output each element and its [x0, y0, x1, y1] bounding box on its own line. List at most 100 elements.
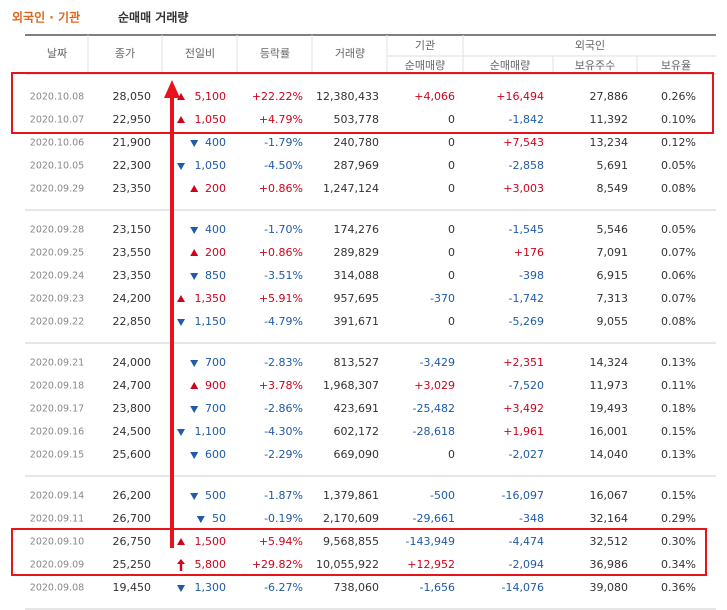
date-cell: 2020.09.16	[30, 427, 84, 438]
cell: 5,800	[195, 558, 227, 571]
annotation-arrow-head	[164, 80, 180, 98]
cell: 12,380,433	[316, 90, 379, 103]
date-cell: 2020.09.18	[30, 381, 84, 392]
cell: 24,000	[113, 356, 152, 369]
cell: 0.15%	[661, 425, 696, 438]
cell: 11,392	[590, 113, 629, 126]
down-icon	[177, 163, 185, 170]
cell: 24,500	[113, 425, 152, 438]
cell: +1,961	[503, 425, 544, 438]
header-cell: 날짜	[47, 47, 67, 60]
header-cell: 전일비	[185, 46, 215, 60]
cell: +0.86%	[259, 182, 303, 195]
cell: 0.34%	[661, 558, 696, 571]
cell: -7,520	[509, 379, 544, 392]
cell: 36,986	[590, 558, 629, 571]
cell: 1,968,307	[323, 379, 379, 392]
cell: 23,550	[113, 246, 152, 259]
cell: 602,172	[334, 425, 380, 438]
up-icon	[177, 538, 185, 545]
cell: 25,250	[113, 558, 152, 571]
cell: 6,915	[597, 269, 629, 282]
cell: 240,780	[334, 136, 380, 149]
cell: 1,150	[195, 315, 227, 328]
cell: 19,450	[113, 581, 152, 594]
cell: 287,969	[334, 159, 380, 172]
table-body: 2020.10.08 28,050 5,100 +22.22% 12,380,433 +4…	[25, 90, 716, 610]
cell: 0.07%	[661, 246, 696, 259]
cell: 0.13%	[661, 356, 696, 369]
cell: 0	[448, 113, 455, 126]
cell: 27,886	[590, 90, 629, 103]
date-cell: 2020.09.25	[30, 248, 84, 259]
cell: 0.29%	[661, 512, 696, 525]
cell: 0.13%	[661, 448, 696, 461]
cell: +4,066	[414, 90, 455, 103]
cell: 1,050	[195, 159, 227, 172]
cell: 1,050	[195, 113, 227, 126]
header-cell: 종가	[115, 47, 135, 60]
down-icon	[190, 273, 199, 280]
cell: 23,150	[113, 223, 152, 236]
cell: -4.79%	[264, 315, 303, 328]
cell: 423,691	[334, 402, 380, 415]
cell: 1,350	[195, 292, 227, 305]
cell: +3,029	[414, 379, 455, 392]
date-cell: 2020.09.14	[30, 491, 84, 502]
up-icon	[190, 249, 199, 256]
cell: 23,350	[113, 182, 152, 195]
cell: -3,429	[420, 356, 455, 369]
date-cell: 2020.10.06	[30, 138, 84, 149]
cell: 25,600	[113, 448, 152, 461]
cell: 0	[448, 136, 455, 149]
down-icon	[190, 360, 199, 367]
cell: 23,800	[113, 402, 152, 415]
cell: 0	[448, 269, 455, 282]
cell: 0.05%	[661, 159, 696, 172]
cell: 22,950	[113, 113, 152, 126]
cell: 16,001	[590, 425, 629, 438]
cell: 16,067	[590, 489, 629, 502]
cell: -4,474	[509, 535, 544, 548]
cell: 26,700	[113, 512, 152, 525]
header-dividers	[87, 35, 638, 74]
cell: 1,500	[195, 535, 227, 548]
cell: +12,952	[407, 558, 455, 571]
cell: +22.22%	[252, 90, 303, 103]
cell: 32,512	[590, 535, 629, 548]
cell: 0.06%	[661, 269, 696, 282]
cell: 19,493	[590, 402, 629, 415]
cell: +5.94%	[259, 535, 303, 548]
cell: 200	[205, 182, 226, 195]
cell: -2.29%	[264, 448, 303, 461]
up-icon	[177, 93, 185, 100]
cell: 1,100	[195, 425, 227, 438]
cell: 22,300	[113, 159, 152, 172]
cell: 900	[205, 379, 226, 392]
cell: 0	[448, 246, 455, 259]
cell: -4.50%	[264, 159, 303, 172]
cell: -16,097	[502, 489, 544, 502]
date-cell: 2020.09.15	[30, 450, 84, 461]
cell: 0.11%	[661, 379, 696, 392]
cell: 0	[448, 223, 455, 236]
down-icon	[190, 140, 199, 147]
cell: 0.36%	[661, 581, 696, 594]
date-cell: 2020.09.11	[30, 514, 84, 525]
cell: 0.07%	[661, 292, 696, 305]
header-cell: 거래량	[335, 47, 365, 60]
cell: 314,088	[334, 269, 380, 282]
cell: 10,055,922	[316, 558, 379, 571]
highlight-box-top	[11, 72, 714, 134]
header-cell: 외국인	[575, 39, 605, 52]
cell: 21,900	[113, 136, 152, 149]
cell: -1,656	[420, 581, 455, 594]
cell: 5,100	[195, 90, 227, 103]
title-highlight: 외국인 · 기관	[12, 10, 80, 25]
cell: 700	[205, 356, 226, 369]
cell: -2,858	[509, 159, 544, 172]
date-cell: 2020.09.21	[30, 358, 84, 369]
cell: -5,269	[509, 315, 544, 328]
up-icon	[177, 295, 185, 302]
